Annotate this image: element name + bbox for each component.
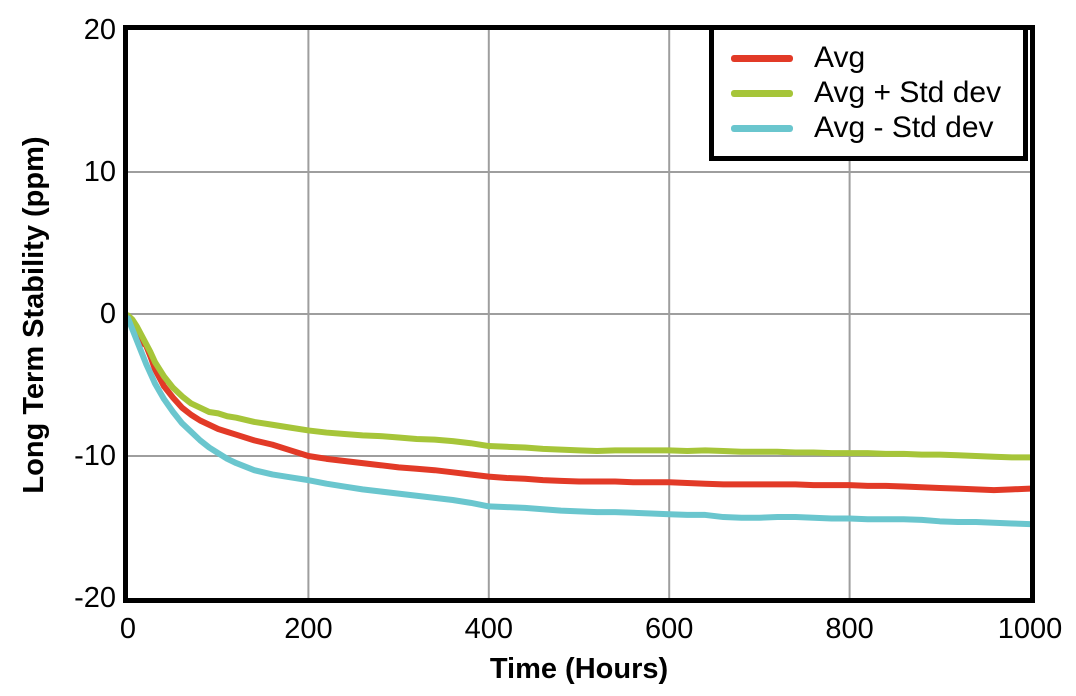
y-tick-label-10: 10 — [83, 156, 116, 188]
y-tick-label-0: 0 — [99, 298, 116, 330]
y-tick-label--20: -20 — [74, 582, 116, 614]
y-tick-label--10: -10 — [74, 440, 116, 472]
legend-line-swatch-avg — [731, 54, 793, 62]
x-tick-label-600: 600 — [644, 613, 694, 645]
x-tick-label-200: 200 — [284, 613, 333, 645]
series-line-avg-std-dev — [125, 315, 1033, 528]
x-tick-label-400: 400 — [464, 613, 513, 645]
x-axis-title: Time (Hours) — [489, 653, 669, 685]
series-line-avg-std-dev — [125, 312, 1033, 461]
legend-line-swatch-avg-minus-stddev — [731, 124, 793, 132]
x-tick-label-0: 0 — [119, 613, 137, 645]
legend: Avg Avg + Std dev Avg - Std dev — [709, 25, 1028, 161]
legend-label-avg-minus-stddev: Avg - Std dev — [814, 111, 994, 144]
plot-border — [123, 25, 1035, 603]
legend-item-avg-plus-stddev: Avg + Std dev — [731, 76, 1023, 110]
series-line-avg — [125, 313, 1033, 494]
legend-label-avg-plus-stddev: Avg + Std dev — [814, 76, 1002, 109]
x-tick-label-1000: 1000 — [997, 613, 1063, 645]
legend-label-avg: Avg — [814, 41, 866, 74]
legend-item-avg: Avg — [731, 41, 1023, 75]
y-tick-label-20: 20 — [83, 14, 116, 46]
legend-line-swatch-avg-plus-stddev — [731, 89, 793, 97]
legend-item-avg-minus-stddev: Avg - Std dev — [731, 111, 1023, 145]
x-tick-label-800: 800 — [825, 613, 874, 645]
